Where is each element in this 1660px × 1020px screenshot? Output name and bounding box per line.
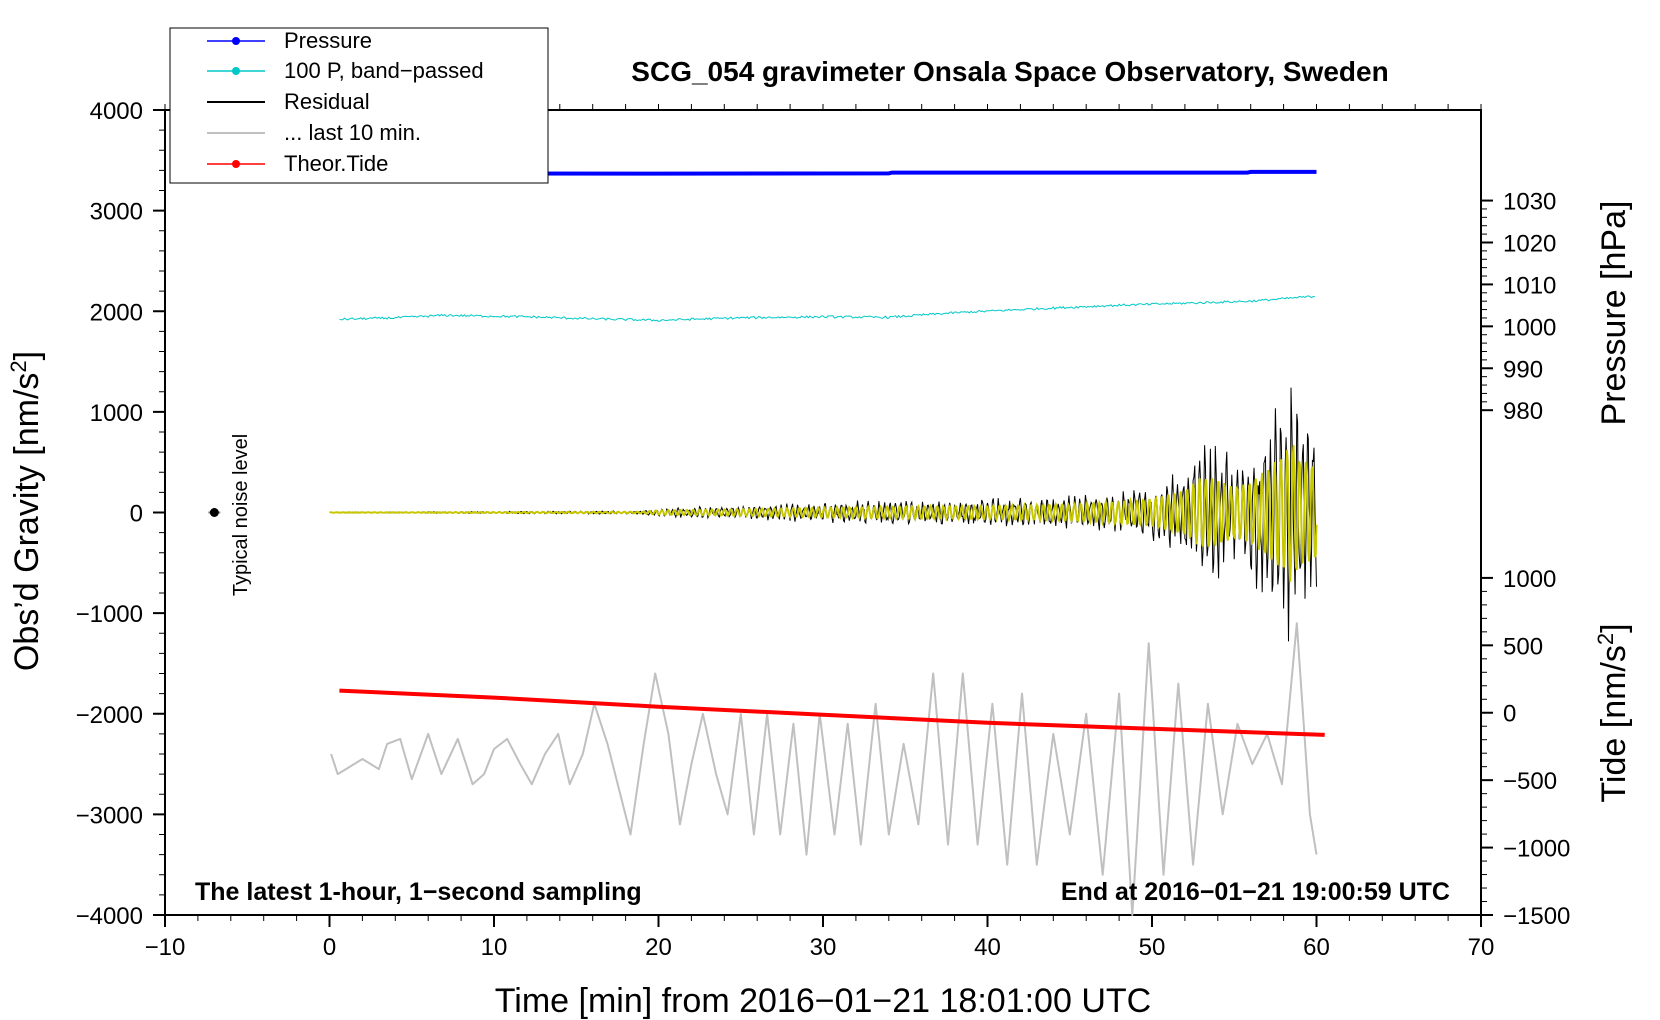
axes-group: −10 0 10 20 30 40 50 60 70−4000−3000−2000−100001… [76, 98, 1571, 961]
series-filtered-residual [329, 445, 1318, 582]
legend-label-last10: ... last 10 min. [284, 120, 421, 145]
pressure-tick-label: 1020 [1503, 230, 1556, 257]
pressure-axis-title: Pressure [hPa] [1595, 201, 1633, 426]
legend-marker-bandpassed [232, 67, 240, 75]
x-tick-label: 50 [1139, 934, 1166, 961]
y-axis-title: Obs’d Gravity [nm/s2] [6, 351, 46, 671]
x-tick-label: 30 [810, 934, 837, 961]
tide-axis-title: Tide [nm/s2] [1593, 623, 1633, 802]
annotation-left: The latest 1-hour, 1−second sampling [195, 878, 642, 906]
series-band-passed-pressure [339, 295, 1315, 322]
x-tick-label: −10 [145, 934, 186, 961]
y-tick-label: −4000 [76, 903, 143, 930]
noise-level-point [209, 508, 219, 517]
series-group [208, 169, 1325, 916]
x-axis-title: Time [min] from 2016−01−21 18:01:00 UTC [495, 982, 1151, 1020]
pressure-tick-label: 1030 [1503, 189, 1556, 216]
tide-tick-label: −500 [1503, 768, 1557, 795]
x-tick-label: 20 [645, 934, 672, 961]
series-pressure [339, 169, 1317, 176]
pressure-tick-label: 990 [1503, 356, 1543, 383]
tide-tick-label: 0 [1503, 701, 1516, 728]
legend-marker-pressure [232, 37, 240, 45]
annotation-right: End at 2016−01−21 19:00:59 UTC [1061, 878, 1450, 906]
legend-label-tide: Theor.Tide [284, 151, 388, 176]
x-tick-label: 70 [1468, 934, 1495, 961]
x-tick-label: 10 [481, 934, 508, 961]
y-tick-label: 1000 [90, 400, 143, 427]
series-theor-tide [339, 688, 1325, 737]
y-tick-label: −1000 [76, 601, 143, 628]
tide-tick-label: −1000 [1503, 836, 1570, 863]
pressure-tick-label: 1010 [1503, 272, 1556, 299]
y-tick-label: −2000 [76, 702, 143, 729]
x-tick-label: 40 [974, 934, 1001, 961]
series-last-10-min [330, 622, 1318, 916]
legend-label-residual: Residual [284, 89, 370, 114]
legend: Pressure 100 P, band−passed Residual ...… [169, 27, 549, 184]
legend-box [169, 27, 549, 184]
legend-marker-tide [232, 160, 240, 168]
x-tick-label: 60 [1303, 934, 1330, 961]
tide-tick-label: 500 [1503, 633, 1543, 660]
y-tick-label: −3000 [76, 802, 143, 829]
pressure-tick-label: 980 [1503, 398, 1543, 425]
y-tick-label: 0 [130, 501, 143, 528]
legend-label-pressure: Pressure [284, 28, 372, 53]
pressure-tick-label: 1000 [1503, 314, 1556, 341]
y-tick-label: 3000 [90, 199, 143, 226]
legend-label-bandpassed: 100 P, band−passed [284, 58, 484, 83]
tide-tick-label: −1500 [1503, 903, 1570, 930]
x-tick-label: 0 [323, 934, 336, 961]
noise-level-label: Typical noise level [230, 434, 252, 596]
chart-title: SCG_054 gravimeter Onsala Space Observat… [631, 56, 1388, 87]
y-tick-label: 2000 [90, 299, 143, 326]
tide-tick-label: 1000 [1503, 566, 1556, 593]
y-tick-label: 4000 [90, 98, 143, 125]
